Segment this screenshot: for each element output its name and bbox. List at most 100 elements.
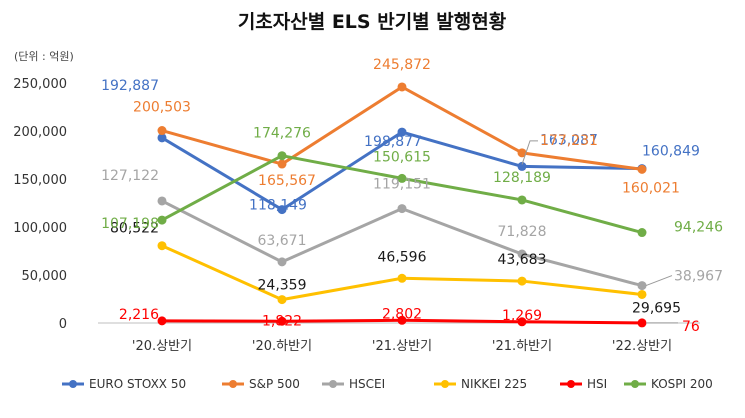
leader-line [645, 275, 673, 287]
legend-item: HSCEI [322, 377, 385, 391]
data-point [637, 289, 647, 299]
data-label: 46,596 [378, 249, 427, 265]
data-point [277, 257, 287, 267]
legend-swatch-marker [329, 380, 337, 388]
y-tick-label: 250,000 [13, 77, 67, 92]
series-layer [157, 82, 647, 328]
data-label: 80,522 [110, 221, 159, 237]
legend-item: S&P 500 [222, 377, 300, 391]
y-tick-label: 50,000 [22, 269, 68, 284]
data-point [517, 317, 527, 327]
data-point [637, 228, 647, 238]
legend-swatch-marker [441, 380, 449, 388]
data-point [397, 127, 407, 137]
data-label: 1,822 [262, 313, 302, 329]
x-tick-label: '20.하반기 [252, 339, 312, 354]
legend-label: EURO STOXX 50 [89, 377, 186, 391]
data-label: 94,246 [674, 220, 723, 236]
data-label: 198,877 [364, 134, 422, 150]
data-point [397, 273, 407, 283]
data-point [397, 204, 407, 214]
data-point [637, 281, 647, 291]
legend-swatch-marker [69, 380, 77, 388]
data-label: 245,872 [373, 57, 431, 73]
data-point [397, 173, 407, 183]
legend-item: EURO STOXX 50 [62, 377, 186, 391]
data-label: 163,087 [540, 132, 598, 148]
data-label: 165,567 [258, 173, 316, 189]
chart-title: 기초자산별 ELS 반기별 발행현황 [238, 10, 507, 33]
data-label: 174,276 [253, 126, 311, 142]
data-label: 71,828 [498, 224, 547, 240]
legend-label: HSCEI [349, 377, 385, 391]
legend-swatch-marker [631, 380, 639, 388]
data-point [157, 215, 167, 225]
data-label: 119,151 [373, 177, 431, 193]
data-point [517, 161, 527, 171]
data-point [157, 316, 167, 326]
legend-label: NIKKEI 225 [461, 377, 527, 391]
data-point [277, 316, 287, 326]
y-tick-label: 0 [59, 317, 67, 332]
data-point [637, 318, 647, 328]
data-label: 2,802 [382, 306, 422, 322]
x-tick-label: '20.상반기 [132, 339, 192, 354]
x-tick-label: '22.상반기 [612, 339, 672, 354]
data-label: 192,887 [101, 78, 159, 94]
y-tick-label: 150,000 [13, 173, 67, 188]
data-point [157, 196, 167, 206]
data-point [397, 82, 407, 92]
unit-label: (단위 : 억원) [14, 50, 74, 63]
series-2 [157, 196, 647, 291]
data-point [637, 164, 647, 174]
data-point [517, 249, 527, 259]
data-label: 160,021 [622, 180, 680, 196]
legend-label: S&P 500 [249, 377, 300, 391]
series-5 [157, 151, 647, 238]
legend-item: NIKKEI 225 [434, 377, 527, 391]
data-label: 177,231 [540, 133, 598, 149]
legend: EURO STOXX 50 S&P 500 HSCEI NIKKEI 225 HSI KO… [62, 377, 713, 391]
data-label: 2,216 [119, 307, 159, 323]
data-labels: 192,887 118,149 198,877 163,087 160,849 200,5… [101, 57, 723, 335]
data-label: 160,849 [642, 144, 700, 160]
legend-swatch-marker [229, 380, 237, 388]
data-label: 127,122 [101, 168, 159, 184]
data-point [277, 151, 287, 161]
data-point [517, 148, 527, 158]
data-label: 128,189 [493, 170, 551, 186]
x-tick-label: '21.상반기 [372, 339, 432, 354]
legend-item: KOSPI 200 [624, 377, 713, 391]
data-label: 38,967 [674, 269, 723, 285]
data-label: 200,503 [133, 100, 191, 116]
series-3 [157, 241, 647, 305]
axes: 0 50,000 100,000 150,000 200,000 250,000 '20.상… [13, 77, 700, 354]
x-tick-label: '21.하반기 [492, 339, 552, 354]
data-point [277, 205, 287, 215]
legend-item: HSI [560, 377, 607, 391]
y-tick-label: 200,000 [13, 125, 67, 140]
series-1 [157, 82, 647, 174]
data-point [277, 295, 287, 305]
data-point [397, 315, 407, 325]
data-label: 43,683 [498, 252, 547, 268]
data-label: 118,149 [249, 198, 307, 214]
leader-line [521, 140, 538, 165]
data-label: 1,269 [502, 308, 542, 324]
data-label: 63,671 [258, 233, 307, 249]
y-tick-label: 100,000 [13, 221, 67, 236]
data-label: 76 [682, 319, 700, 335]
data-label: 29,695 [632, 300, 681, 316]
data-point [157, 241, 167, 251]
legend-label: HSI [587, 377, 607, 391]
data-point [157, 133, 167, 143]
legend-swatch-marker [567, 380, 575, 388]
data-label: 150,615 [373, 149, 431, 165]
series-4 [157, 315, 647, 328]
data-point [157, 126, 167, 136]
data-point [517, 195, 527, 205]
data-label: 107,198 [101, 216, 159, 232]
data-point [277, 159, 287, 169]
